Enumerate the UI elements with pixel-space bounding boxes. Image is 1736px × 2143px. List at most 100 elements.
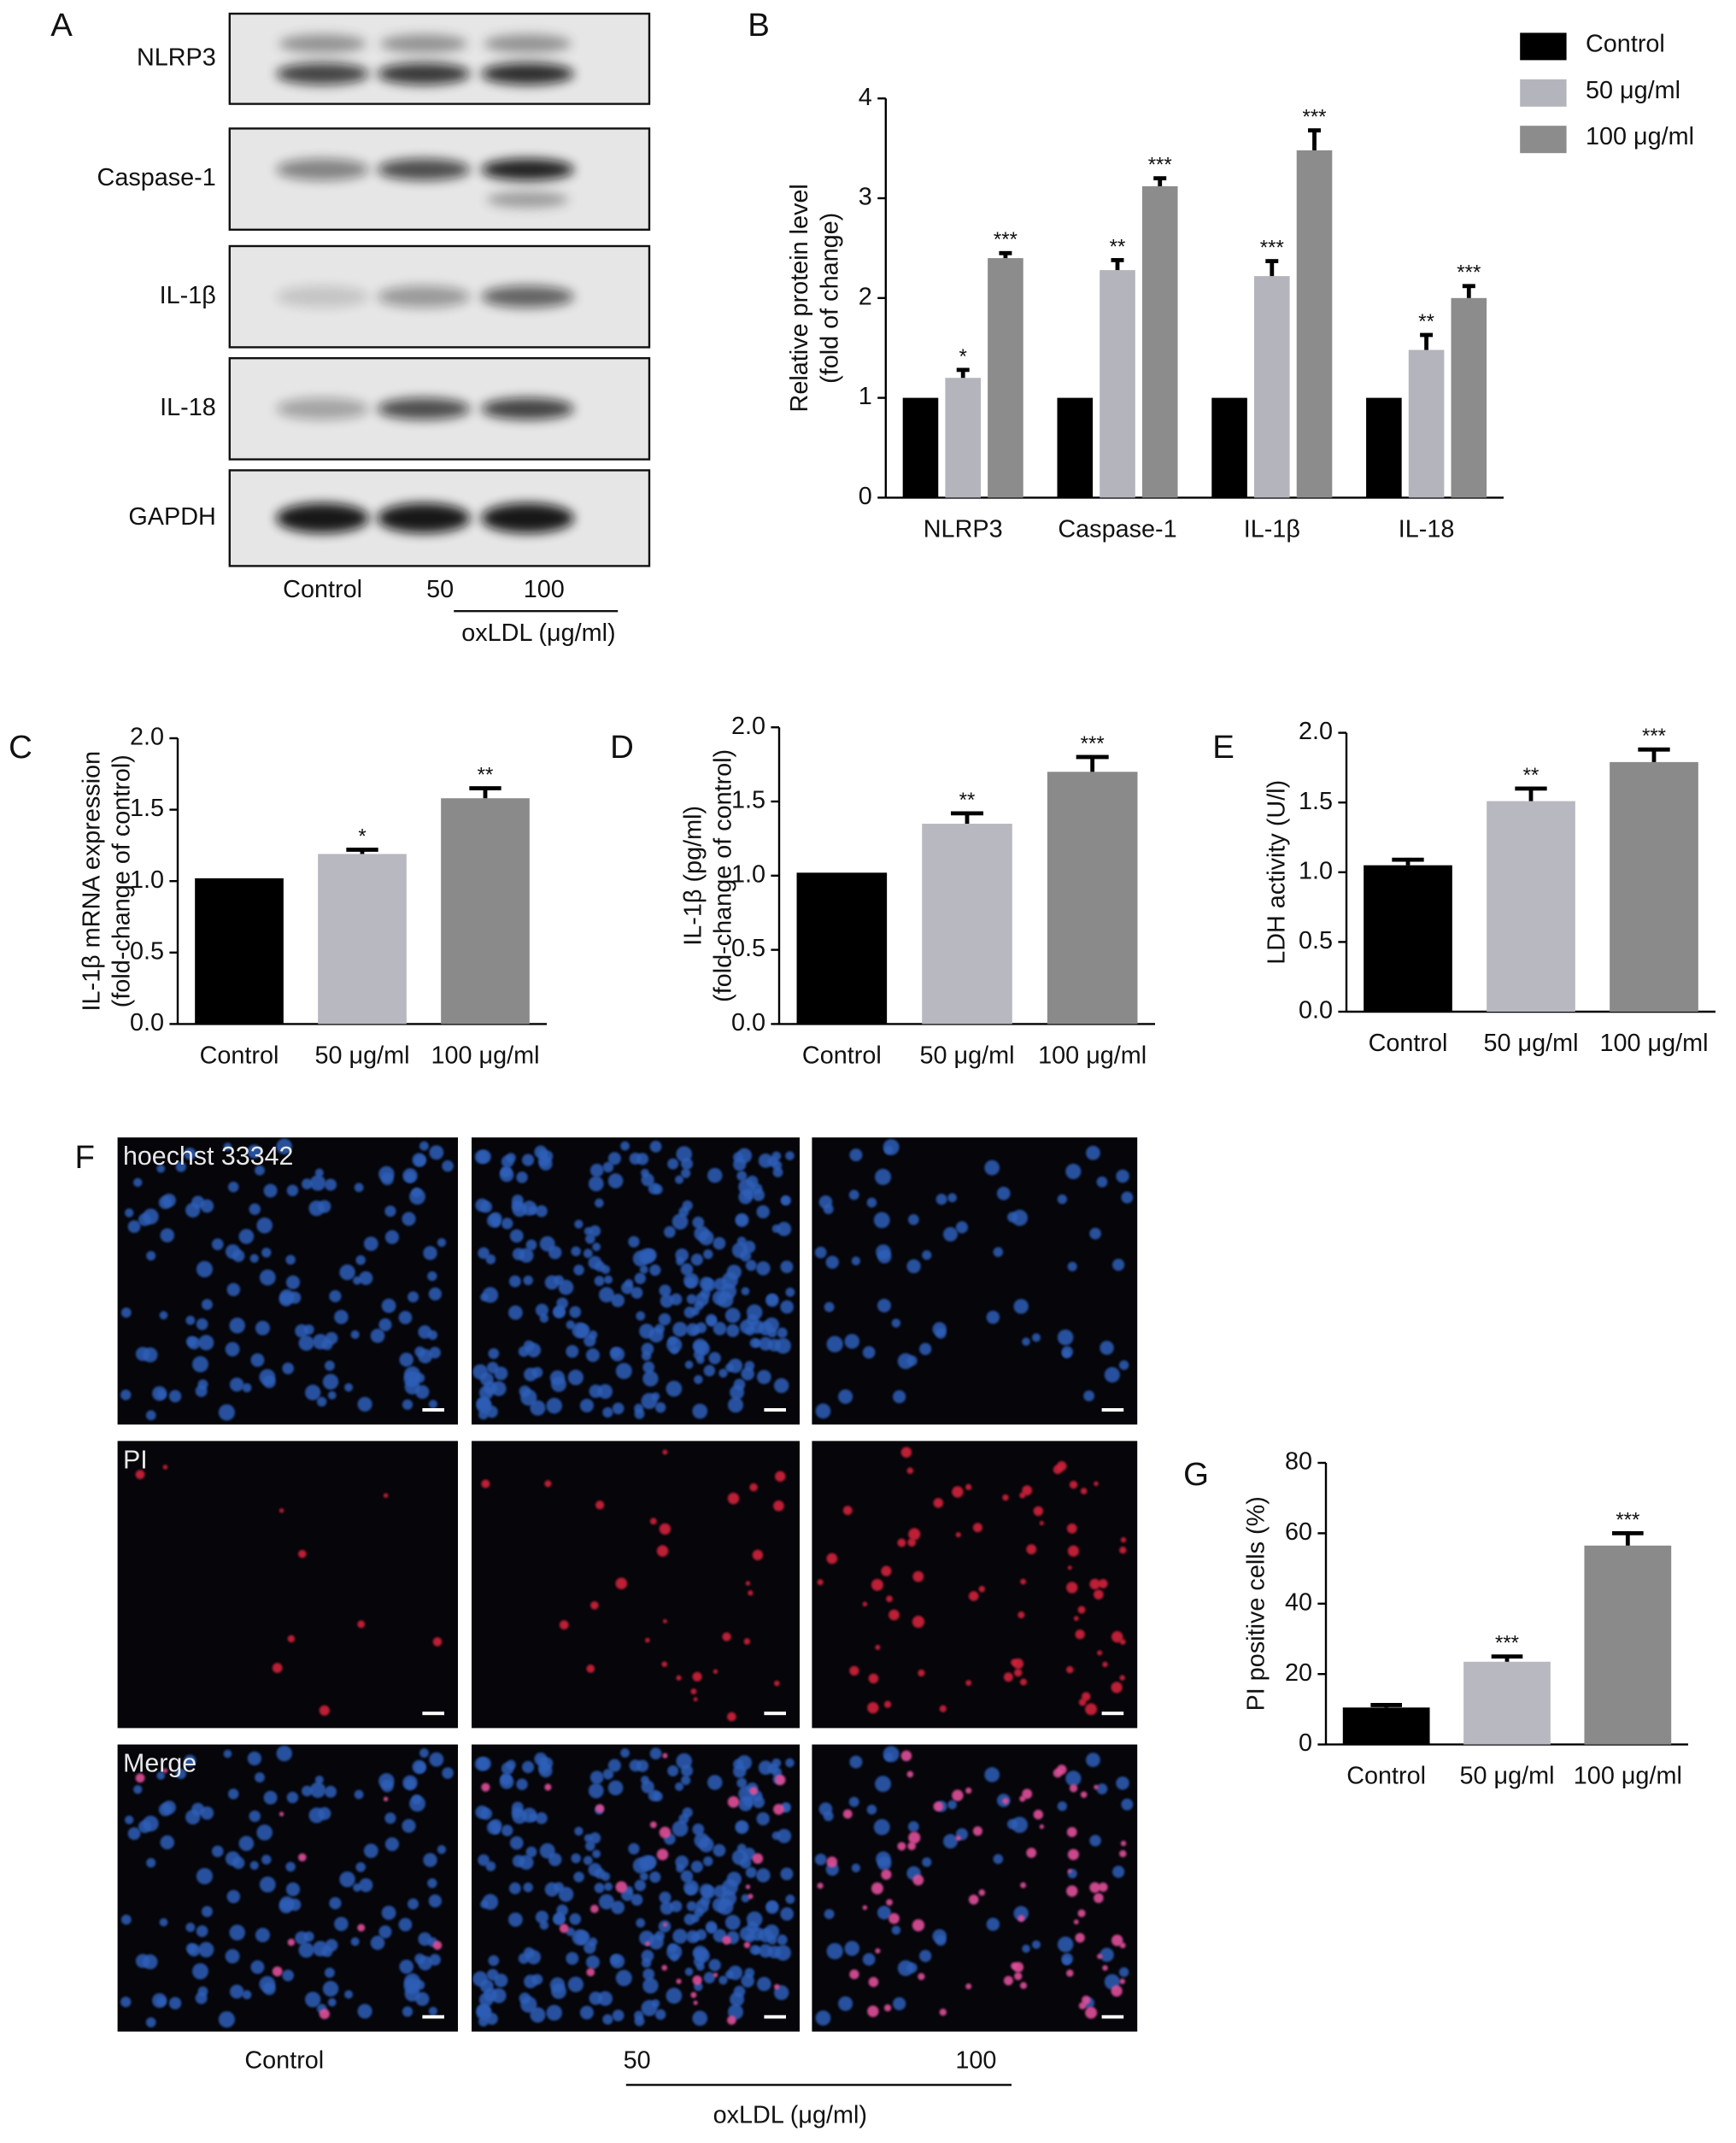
nucleus bbox=[713, 1236, 726, 1250]
y-tick-label: 0.5 bbox=[130, 937, 164, 965]
nucleus bbox=[942, 1834, 958, 1849]
nucleus bbox=[285, 1882, 301, 1897]
nucleus bbox=[736, 1777, 748, 1788]
nucleus bbox=[573, 1265, 584, 1276]
y-tick-label: 4 bbox=[859, 84, 872, 111]
blot-band bbox=[481, 397, 574, 420]
blot-treatment-label: oxLDL (μg/ml) bbox=[461, 619, 615, 647]
pi-cell bbox=[1020, 1578, 1027, 1585]
pi-cell bbox=[1094, 1481, 1099, 1487]
x-tick-label: 100 μg/ml bbox=[1574, 1763, 1682, 1790]
nucleus bbox=[752, 1795, 765, 1809]
nucleus bbox=[152, 1386, 167, 1401]
nucleus bbox=[408, 1898, 419, 1910]
blot-band bbox=[481, 285, 574, 308]
nucleus bbox=[566, 1320, 575, 1330]
pi-cell bbox=[867, 1701, 879, 1714]
pi-cell bbox=[1080, 1488, 1088, 1494]
pi-cell bbox=[955, 1835, 961, 1841]
blot-band bbox=[276, 62, 369, 85]
nucleus bbox=[238, 1229, 255, 1244]
nucleus bbox=[339, 1264, 355, 1281]
nucleus bbox=[488, 1955, 500, 1966]
nucleus bbox=[477, 1149, 491, 1164]
nucleus bbox=[411, 1794, 422, 1805]
nucleus bbox=[313, 1334, 329, 1350]
bar bbox=[1610, 761, 1698, 1012]
pi-cell bbox=[965, 1483, 972, 1491]
pi-cell bbox=[1094, 1784, 1099, 1790]
nucleus bbox=[588, 1782, 604, 1799]
nucleus bbox=[1096, 1176, 1108, 1188]
pi-cell bbox=[1094, 1893, 1104, 1904]
nucleus bbox=[602, 1406, 613, 1418]
y-tick-label: 60 bbox=[1285, 1518, 1312, 1546]
nucleus bbox=[507, 1912, 523, 1927]
x-tick-label: 100 μg/ml bbox=[431, 1042, 539, 1069]
nucleus bbox=[353, 1883, 361, 1892]
nucleus bbox=[184, 1148, 196, 1160]
y-axis-label: IL-1β (pg/ml) bbox=[679, 806, 707, 946]
nucleus bbox=[649, 1871, 661, 1883]
y-tick-label: 1.5 bbox=[1299, 788, 1333, 815]
nucleus bbox=[218, 2011, 235, 2028]
nucleus bbox=[877, 1856, 892, 1871]
nucleus bbox=[756, 1976, 771, 1992]
nucleus bbox=[384, 1230, 400, 1244]
pi-cell bbox=[1020, 1882, 1027, 1888]
pi-cell bbox=[727, 1796, 740, 1808]
nucleus bbox=[494, 1973, 508, 1987]
nucleus bbox=[667, 1943, 677, 1953]
nucleus bbox=[344, 1383, 354, 1392]
pi-cell bbox=[1012, 1658, 1024, 1670]
nucleus bbox=[892, 1389, 906, 1404]
nucleus bbox=[947, 1193, 957, 1203]
nucleus bbox=[357, 1396, 372, 1412]
nucleus bbox=[398, 1917, 413, 1932]
nucleus bbox=[823, 1203, 834, 1214]
blot-band bbox=[486, 191, 569, 208]
nucleus bbox=[408, 1291, 419, 1303]
nucleus bbox=[238, 1835, 255, 1852]
nucleus bbox=[127, 1220, 141, 1233]
significance: ** bbox=[1523, 764, 1540, 787]
pi-cell bbox=[676, 1978, 682, 1984]
nucleus bbox=[357, 2004, 372, 2019]
nucleus bbox=[428, 1894, 442, 1908]
nucleus bbox=[415, 1385, 430, 1400]
pi-cell bbox=[481, 1479, 490, 1488]
nucleus bbox=[692, 1946, 708, 1961]
nucleus bbox=[229, 1377, 244, 1392]
nucleus bbox=[305, 1991, 321, 2008]
significance: *** bbox=[1148, 154, 1172, 177]
blot-strip bbox=[228, 469, 651, 567]
bar bbox=[1584, 1545, 1672, 1745]
nucleus bbox=[480, 1899, 489, 1909]
nucleus bbox=[198, 1335, 214, 1351]
nucleus bbox=[641, 1999, 658, 2017]
pi-cell bbox=[939, 2008, 947, 2017]
nucleus bbox=[509, 1836, 524, 1850]
blot-row-label: NLRP3 bbox=[137, 44, 216, 71]
nucleus bbox=[692, 1403, 708, 1419]
nucleus bbox=[636, 1918, 646, 1928]
nucleus bbox=[589, 1991, 603, 2005]
scale-bar bbox=[1101, 2015, 1124, 2019]
nucleus bbox=[1116, 1169, 1129, 1183]
nucleus bbox=[634, 2016, 645, 2027]
nucleus bbox=[143, 1347, 158, 1363]
pi-cell bbox=[1098, 1578, 1108, 1588]
nucleus bbox=[196, 1925, 208, 1938]
pi-cell bbox=[745, 1581, 751, 1586]
pi-cell bbox=[1111, 1682, 1123, 1694]
channel-label: PI bbox=[123, 1445, 148, 1474]
pi-cell bbox=[676, 1675, 682, 1681]
nucleus bbox=[703, 1365, 716, 1377]
nucleus bbox=[250, 1353, 265, 1367]
nucleus bbox=[733, 1378, 746, 1391]
nucleus bbox=[198, 1941, 214, 1958]
pi-cell bbox=[871, 1882, 883, 1895]
nucleus bbox=[672, 1321, 688, 1337]
nucleus bbox=[1116, 1776, 1129, 1790]
nucleus bbox=[437, 1237, 447, 1248]
